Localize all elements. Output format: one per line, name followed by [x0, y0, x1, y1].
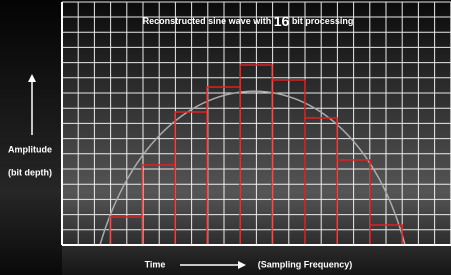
y-axis-sublabel: (bit depth): [8, 167, 52, 177]
background: [0, 0, 451, 275]
left-panel: [0, 0, 62, 275]
page: Reconstructed sine wave with 16 bit proc…: [0, 0, 451, 275]
title-bits: 16: [274, 13, 290, 29]
title-text: bit processing: [292, 16, 354, 26]
x-axis-label: Time: [145, 259, 166, 269]
title-text: Reconstructed sine wave with: [143, 16, 272, 26]
x-axis-sublabel: (Sampling Frequency): [258, 259, 353, 269]
y-axis-label: Amplitude: [8, 144, 52, 154]
diagram: Reconstructed sine wave with 16 bit proc…: [0, 0, 451, 275]
